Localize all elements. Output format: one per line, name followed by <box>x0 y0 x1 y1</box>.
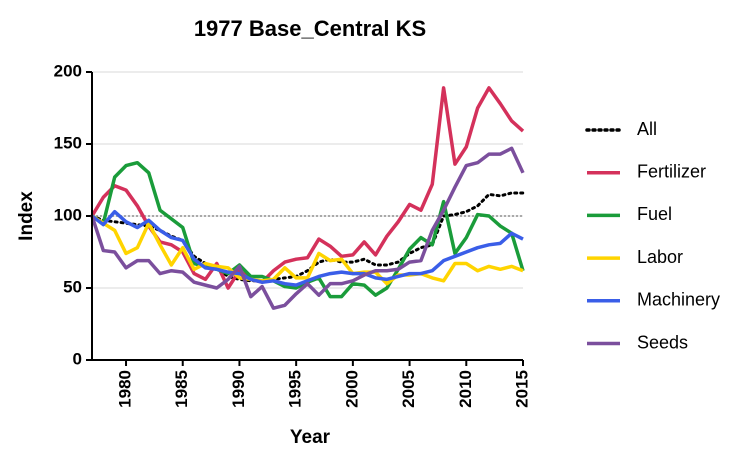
y-tick-label: 100 <box>54 205 82 224</box>
series-line <box>90 209 524 287</box>
series-line <box>91 214 524 286</box>
legend-label: Machinery <box>637 290 720 310</box>
x-tick-label: 1995 <box>286 370 305 408</box>
chart-title: 1977 Base_Central KS <box>194 16 426 41</box>
x-tick-label: 1985 <box>172 370 191 408</box>
y-tick-label: 150 <box>54 133 82 152</box>
legend-label: Fertilizer <box>637 161 706 181</box>
legend-label: All <box>637 119 657 139</box>
y-tick-label: 50 <box>63 277 82 296</box>
y-tick-label: 0 <box>73 349 82 368</box>
y-tick-label: 200 <box>54 61 82 80</box>
x-tick-label: 2005 <box>399 370 418 408</box>
y-axis-label: Index <box>16 191 37 241</box>
legend-label: Labor <box>637 247 683 267</box>
x-tick-label: 1990 <box>229 370 248 408</box>
legend-label: Seeds <box>637 332 688 352</box>
x-tick-label: 2000 <box>342 370 361 408</box>
x-tick-label: 2010 <box>456 370 475 408</box>
series-line <box>90 86 525 290</box>
legend-label: Fuel <box>637 204 672 224</box>
x-axis-label: Year <box>290 427 331 448</box>
series-line <box>90 146 525 310</box>
x-tick-label: 1980 <box>116 370 135 408</box>
x-tick-label: 2015 <box>512 370 531 408</box>
